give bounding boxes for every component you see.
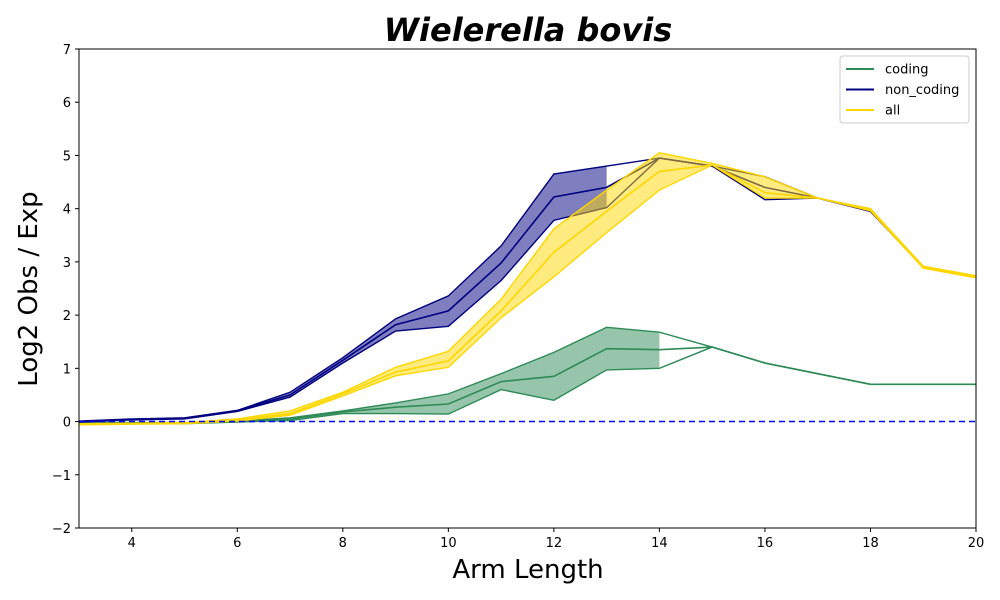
chart-title: Wielerella bovis bbox=[384, 11, 673, 49]
y-tick-label: −1 bbox=[52, 469, 71, 484]
x-tick-label: 12 bbox=[546, 536, 563, 551]
x-tick-label: 4 bbox=[128, 536, 136, 551]
x-tick-label: 6 bbox=[233, 536, 241, 551]
x-axis-label: Arm Length bbox=[452, 555, 603, 585]
y-tick-label: 4 bbox=[63, 203, 71, 218]
y-tick-label: 5 bbox=[63, 149, 71, 164]
y-tick-label: 1 bbox=[63, 362, 71, 377]
x-tick-label: 20 bbox=[968, 536, 985, 551]
y-tick-label: 6 bbox=[63, 96, 71, 111]
legend-label-coding: coding bbox=[885, 63, 928, 78]
y-tick-label: −2 bbox=[52, 522, 71, 537]
y-tick-label: 7 bbox=[63, 43, 71, 58]
all-line bbox=[79, 164, 976, 426]
y-tick-label: 0 bbox=[63, 416, 71, 431]
legend-box bbox=[839, 55, 970, 124]
all-band bbox=[79, 152, 818, 425]
coding-band bbox=[79, 327, 660, 424]
x-tick-label: 10 bbox=[440, 536, 457, 551]
x-tick-label: 18 bbox=[862, 536, 879, 551]
legend-label-non-coding: non_coding bbox=[885, 83, 959, 98]
x-tick-label: 8 bbox=[339, 536, 347, 551]
y-axis-label: Log2 Obs / Exp bbox=[14, 191, 44, 386]
y-tick-label: 3 bbox=[63, 256, 71, 271]
non-coding-band bbox=[79, 166, 607, 423]
legend-label-all: all bbox=[885, 104, 900, 119]
x-tick-label: 16 bbox=[757, 536, 774, 551]
x-tick-label: 14 bbox=[651, 536, 668, 551]
series-group bbox=[79, 152, 976, 426]
plot-frame bbox=[78, 48, 977, 529]
y-tick-label: 2 bbox=[63, 309, 71, 324]
